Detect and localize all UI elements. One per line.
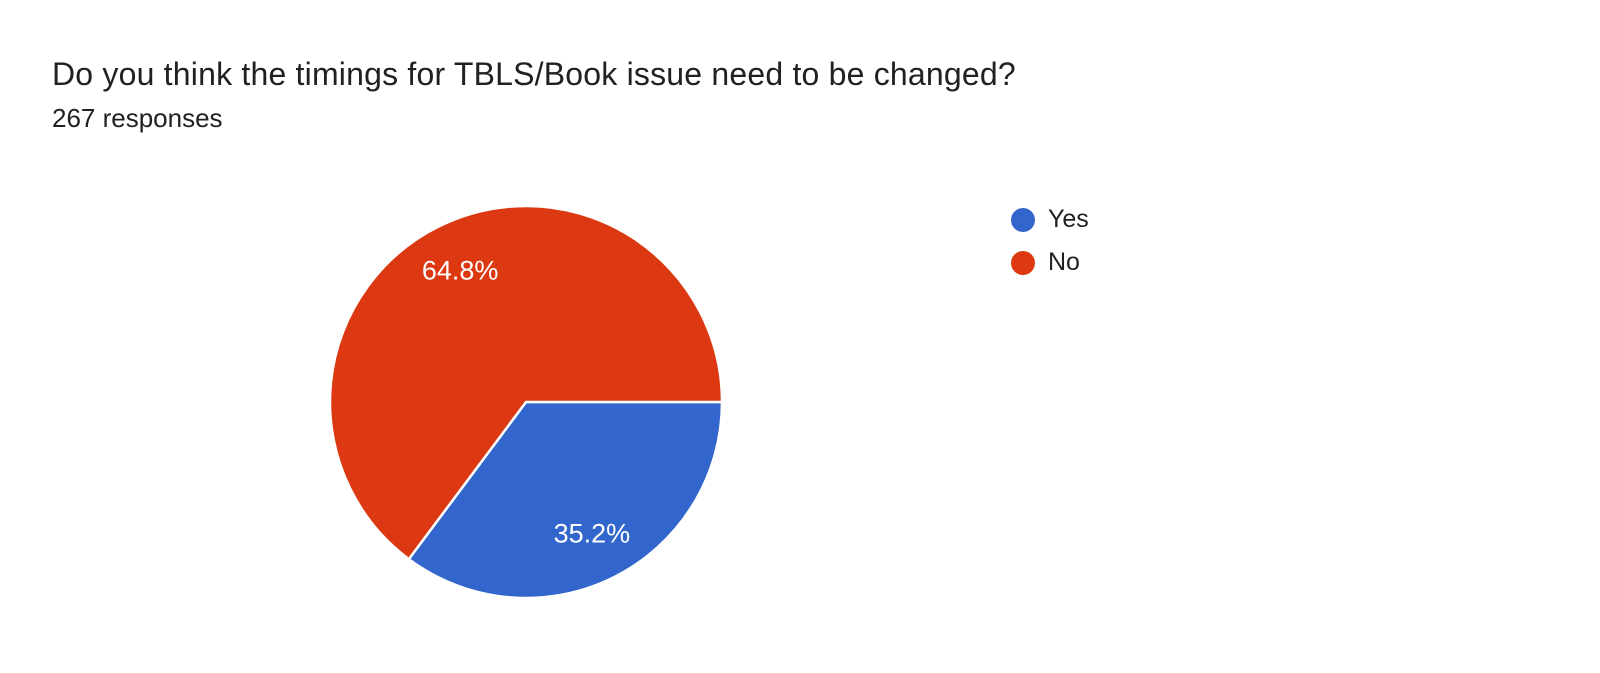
pie-slice-label-yes: 35.2% <box>554 518 631 548</box>
responses-count: 267 responses <box>52 103 223 133</box>
legend-label-yes: Yes <box>1048 205 1089 233</box>
legend-item-no: No <box>1011 250 1089 275</box>
legend: Yes No <box>1011 207 1089 293</box>
question-title: Do you think the timings for TBLS/Book i… <box>52 56 1016 92</box>
legend-item-yes: Yes <box>1011 207 1089 232</box>
pie-chart: 35.2% 64.8% <box>328 204 724 600</box>
pie-chart-svg: 35.2% 64.8% <box>328 204 724 600</box>
legend-swatch-yes-icon <box>1011 207 1035 232</box>
pie-slice-label-no: 64.8% <box>422 256 499 286</box>
legend-swatch-no-icon <box>1011 250 1035 275</box>
pie-slice-no[interactable] <box>328 204 724 561</box>
legend-label-no: No <box>1048 248 1080 276</box>
pie-slice-yes[interactable] <box>407 400 724 600</box>
